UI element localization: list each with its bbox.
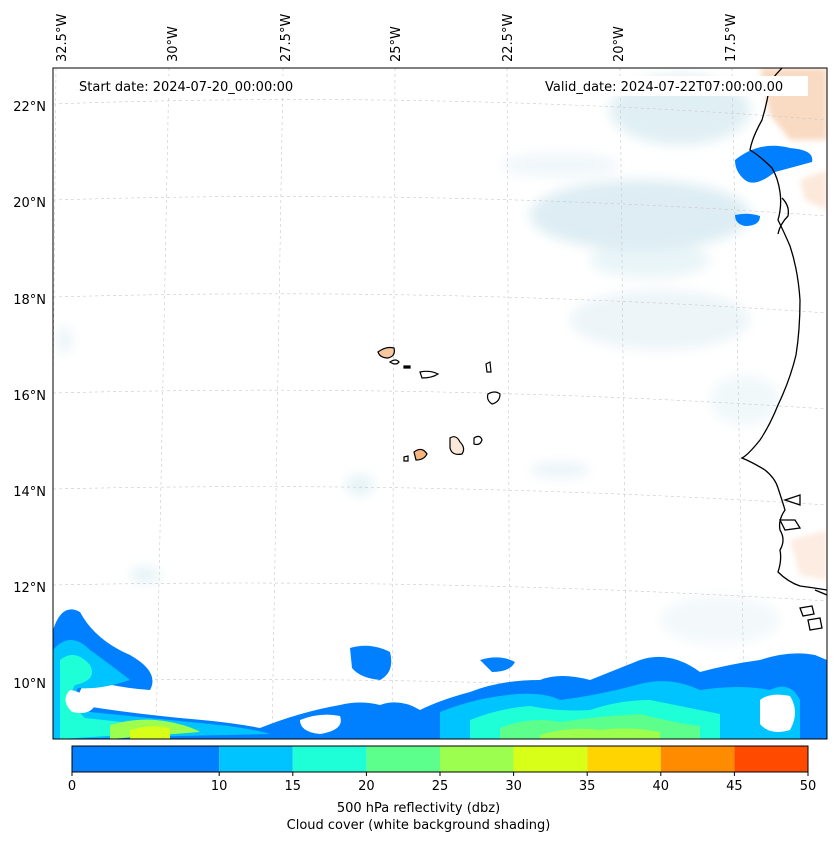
cloud-cover-shading xyxy=(59,75,780,645)
colorbar-segment xyxy=(72,746,220,772)
longitude-labels: 32.5°W 30°W 27.5°W 25°W 22.5°W 20°W 17.5… xyxy=(55,14,739,62)
lon-label-20w: 20°W xyxy=(612,26,627,62)
colorbar-segment xyxy=(219,746,293,772)
colorbar-tick-label: 0 xyxy=(67,779,77,794)
lat-label-16n: 16°N xyxy=(13,389,46,404)
lat-label-18n: 18°N xyxy=(13,293,46,308)
colorbar-segment xyxy=(440,746,514,772)
colorbar-tick-label: 10 xyxy=(210,779,228,794)
colorbar-segment xyxy=(734,746,808,772)
colorbar xyxy=(71,745,809,776)
colorbar-tick-label: 40 xyxy=(652,779,670,794)
lat-label-10n: 10°N xyxy=(13,677,46,692)
start-date-box xyxy=(73,76,318,96)
lat-label-12n: 12°N xyxy=(13,581,46,596)
colorbar-tick-label: 35 xyxy=(578,779,596,794)
lat-label-22n: 22°N xyxy=(13,100,46,115)
colorbar-tick-label: 20 xyxy=(358,779,375,794)
grid-lines xyxy=(53,68,827,739)
colorbar-segment xyxy=(660,746,735,772)
latitude-labels: 22°N 20°N 18°N 16°N 14°N 12°N 10°N xyxy=(13,100,46,692)
colorbar-segment xyxy=(513,746,588,772)
africa-coastline xyxy=(740,68,827,631)
colorbar-label: 500 hPa reflectivity (dbz) xyxy=(336,801,501,816)
colorbar-segment xyxy=(366,746,440,772)
lon-label-30w: 30°W xyxy=(166,26,181,62)
colorbar-tick-label: 30 xyxy=(505,779,522,794)
start-date-label: Start date: 2024-07-20_00:00:00 xyxy=(79,80,293,95)
lon-label-17-5w: 17.5°W xyxy=(724,14,739,62)
colorbar-tick-label: 15 xyxy=(284,779,302,794)
lon-label-32-5w: 32.5°W xyxy=(55,14,70,62)
colorbar-tick-label: 25 xyxy=(431,779,449,794)
lat-label-20n: 20°N xyxy=(13,196,46,211)
colorbar-segment xyxy=(292,746,367,772)
lon-label-22-5w: 22.5°W xyxy=(501,14,516,62)
valid-date-label: Valid_date: 2024-07-22T07:00:00.00 xyxy=(545,80,783,95)
colorbar-segment xyxy=(587,746,661,772)
colorbar-tick-label: 50 xyxy=(799,779,817,794)
reflectivity-band-south xyxy=(53,609,827,739)
lat-label-14n: 14°N xyxy=(13,485,46,500)
cape-verde-islands xyxy=(377,346,501,462)
lon-label-25w: 25°W xyxy=(389,26,404,62)
map-frame xyxy=(52,67,828,740)
colorbar-tick-label: 45 xyxy=(726,779,743,794)
valid-date-box xyxy=(538,76,808,96)
colorbar-sublabel: Cloud cover (white background shading) xyxy=(286,818,551,833)
reflectivity-patches-north xyxy=(735,145,813,226)
lon-label-27-5w: 27.5°W xyxy=(279,14,294,62)
